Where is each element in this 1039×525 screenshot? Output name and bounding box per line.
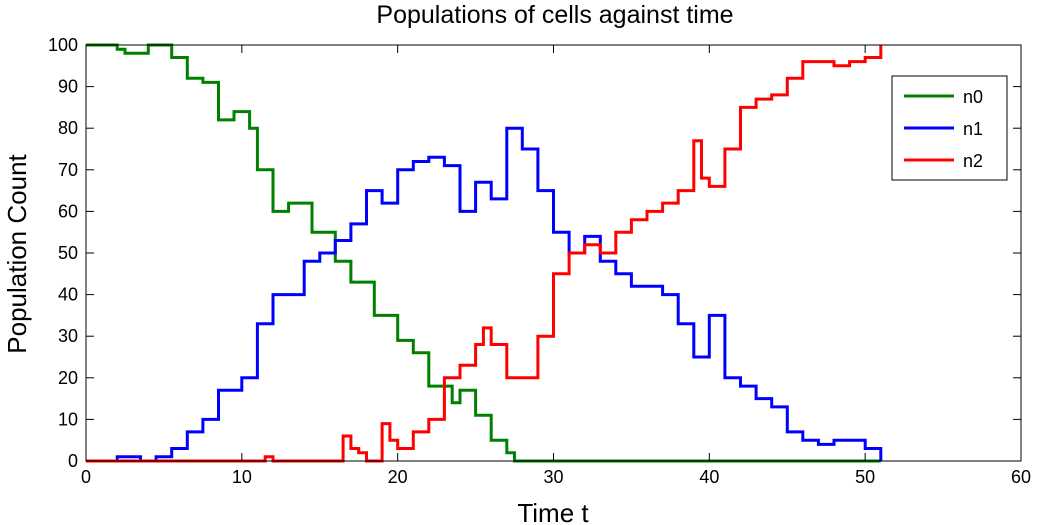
y-tick-label: 10 [58,409,78,429]
series-line-n0 [86,43,881,463]
y-tick-label: 30 [58,326,78,346]
chart-title: Populations of cells against time [376,1,733,29]
y-tick-label: 60 [58,201,78,221]
legend-label-n0: n0 [963,87,983,107]
x-axis-label: Time t [517,498,589,525]
legend: n0 n1 n2 [891,75,1008,181]
x-tick-label: 60 [1011,467,1031,487]
x-tick-label: 0 [81,467,91,487]
y-tick-label: 0 [68,451,78,471]
ticks-layer [85,44,1022,462]
y-tick-label: 70 [58,160,78,180]
x-tick-label: 30 [543,467,563,487]
tick-labels: 0 10 20 30 40 50 60 0 10 20 30 40 50 60 70 80 90 100 [48,35,1031,487]
y-tick-label: 50 [58,243,78,263]
y-tick-label: 20 [58,368,78,388]
x-tick-label: 20 [388,467,408,487]
y-tick-label: 40 [58,285,78,305]
x-tick-label: 50 [855,467,875,487]
y-tick-label: 90 [58,77,78,97]
y-axis-label: Population Count [2,153,32,353]
plot-area [86,45,1021,461]
y-tick-label: 100 [48,35,78,55]
x-tick-label: 10 [232,467,252,487]
y-tick-label: 80 [58,118,78,138]
legend-label-n1: n1 [963,119,983,139]
series-line-n1 [86,126,883,463]
x-tick-label: 40 [699,467,719,487]
legend-label-n2: n2 [963,151,983,171]
